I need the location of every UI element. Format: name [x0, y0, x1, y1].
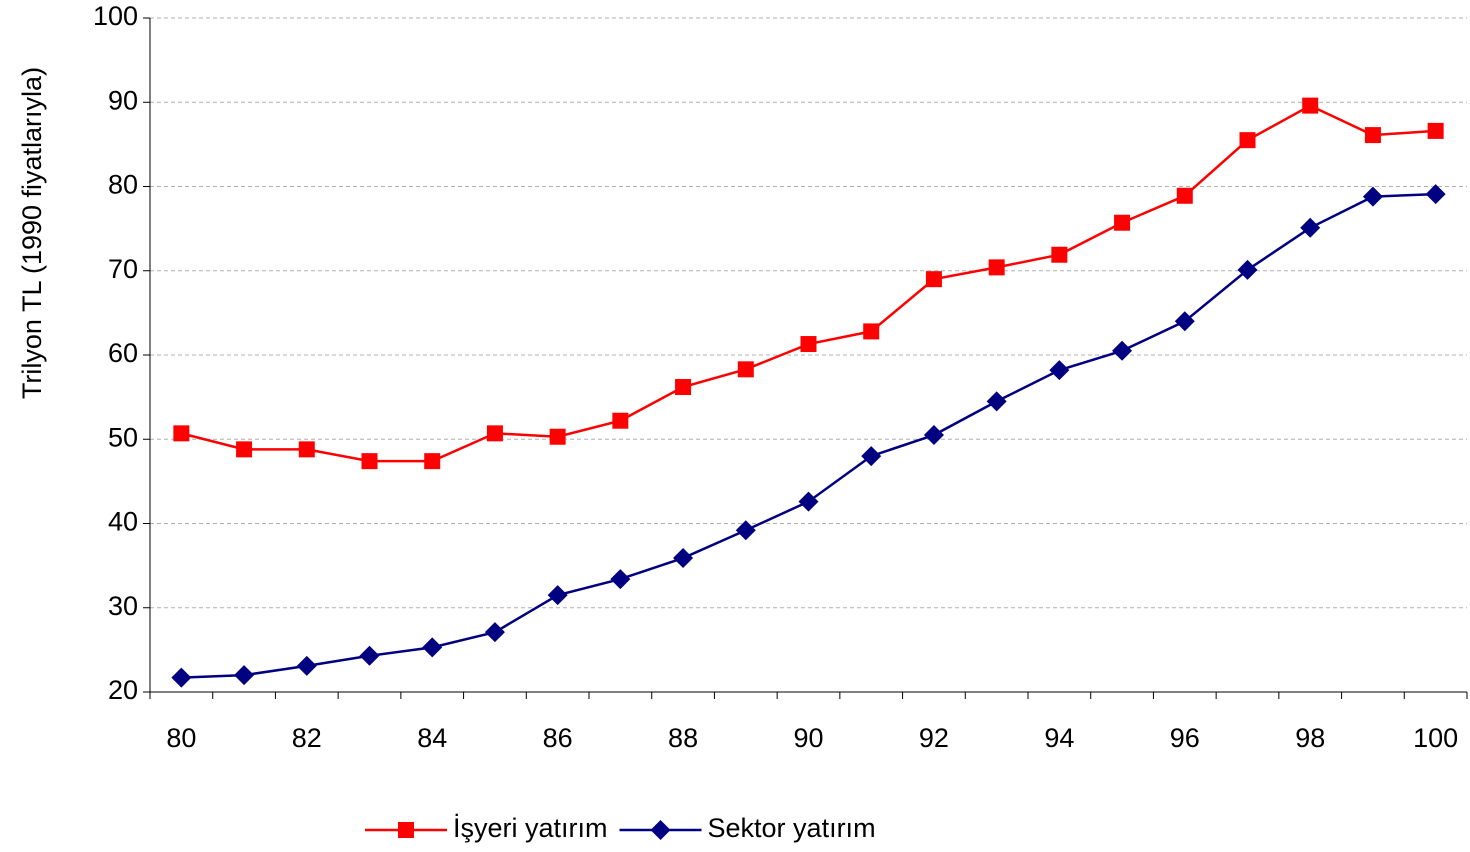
data-point: [675, 379, 692, 396]
data-point: [1239, 132, 1256, 149]
data-point: [1051, 246, 1068, 263]
y-tick-label: 60: [108, 338, 138, 368]
x-tick-label: 84: [417, 723, 447, 753]
data-point: [1300, 217, 1321, 238]
data-point: [1425, 184, 1446, 205]
data-point: [484, 622, 505, 643]
x-tick-label: 80: [166, 723, 196, 753]
y-tick-label: 80: [108, 170, 138, 200]
x-tick-label: 100: [1413, 723, 1458, 753]
data-point: [361, 453, 378, 470]
x-tick-label: 90: [793, 723, 823, 753]
y-tick-label: 20: [108, 675, 138, 705]
series-line: [181, 104, 1436, 463]
data-point: [547, 585, 568, 606]
data-point: [861, 446, 882, 467]
data-point: [296, 655, 317, 676]
data-point: [1174, 311, 1195, 332]
y-tick-label: 70: [108, 254, 138, 284]
data-point: [171, 667, 192, 688]
y-tick-label: 90: [108, 85, 138, 115]
data-point: [735, 520, 756, 541]
y-tick-label: 40: [108, 507, 138, 537]
data-point: [988, 259, 1005, 276]
y-tick-label: 30: [108, 591, 138, 621]
data-point: [549, 428, 566, 445]
data-point: [673, 548, 694, 569]
legend-marker: [398, 822, 414, 838]
data-point: [1364, 127, 1381, 144]
y-axis-title: Trilyon TL (1990 fiyatlarıyla): [17, 67, 47, 399]
data-point: [1049, 360, 1070, 381]
data-point: [1237, 259, 1258, 280]
data-point: [986, 391, 1007, 412]
data-point: [925, 271, 942, 288]
data-point: [923, 425, 944, 446]
data-point: [1362, 186, 1383, 207]
x-tick-label: 92: [919, 723, 949, 753]
data-point: [1114, 214, 1131, 231]
y-tick-label: 50: [108, 422, 138, 452]
data-point: [1176, 187, 1193, 204]
legend-label: İşyeri yatırım: [453, 812, 608, 843]
x-tick-label: 88: [668, 723, 698, 753]
data-point: [173, 425, 190, 442]
y-tick-label: 100: [93, 1, 138, 31]
data-point: [236, 441, 253, 458]
x-tick-label: 82: [292, 723, 322, 753]
data-point: [422, 637, 443, 658]
data-point: [798, 491, 819, 512]
data-point: [800, 336, 817, 353]
x-tick-label: 86: [543, 723, 573, 753]
data-point: [359, 645, 380, 666]
data-point: [1302, 97, 1319, 114]
x-tick-label: 98: [1295, 723, 1325, 753]
data-point: [612, 412, 629, 429]
x-tick-label: 96: [1170, 723, 1200, 753]
x-tick-label: 94: [1044, 723, 1074, 753]
legend-marker: [650, 820, 671, 840]
data-point: [610, 569, 631, 590]
data-point: [424, 453, 441, 470]
legend-label: Sektor yatırım: [708, 813, 876, 843]
data-point: [1427, 122, 1444, 139]
data-point: [1112, 340, 1133, 361]
data-point: [298, 441, 315, 458]
data-point: [234, 665, 255, 686]
data-point: [486, 425, 503, 442]
data-point: [737, 361, 754, 378]
data-point: [863, 323, 880, 340]
